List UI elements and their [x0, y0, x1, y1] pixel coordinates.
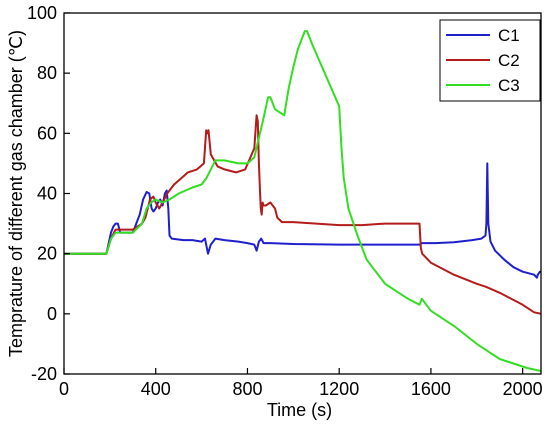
x-tick-label: 0	[59, 379, 69, 399]
series-line-c2	[64, 114, 541, 315]
x-axis-title: Time (s)	[267, 400, 332, 420]
y-tick-label: 100	[27, 3, 57, 23]
series-line-c1	[64, 162, 541, 279]
y-tick-label: 80	[37, 63, 57, 83]
x-tick-label: 800	[232, 379, 262, 399]
series-line-c3	[64, 30, 541, 372]
y-tick-label: 20	[37, 244, 57, 264]
series-layer	[64, 30, 541, 372]
y-axis-title: Temprature of different gas chamber (℃)	[6, 30, 26, 357]
y-tick-label: 60	[37, 123, 57, 143]
x-tick-label: 1200	[319, 379, 359, 399]
legend: C1 C2 C3	[439, 19, 541, 102]
x-tick-label: 400	[141, 379, 171, 399]
legend-label-c1: C1	[498, 26, 520, 45]
legend-label-c2: C2	[498, 51, 520, 70]
x-tick-label: 2000	[503, 379, 543, 399]
y-tick-label: 40	[37, 184, 57, 204]
y-tick-label: 0	[47, 304, 57, 324]
y-tick-label: -20	[31, 364, 57, 384]
x-tick-label: 1600	[411, 379, 451, 399]
legend-label-c3: C3	[498, 76, 520, 95]
